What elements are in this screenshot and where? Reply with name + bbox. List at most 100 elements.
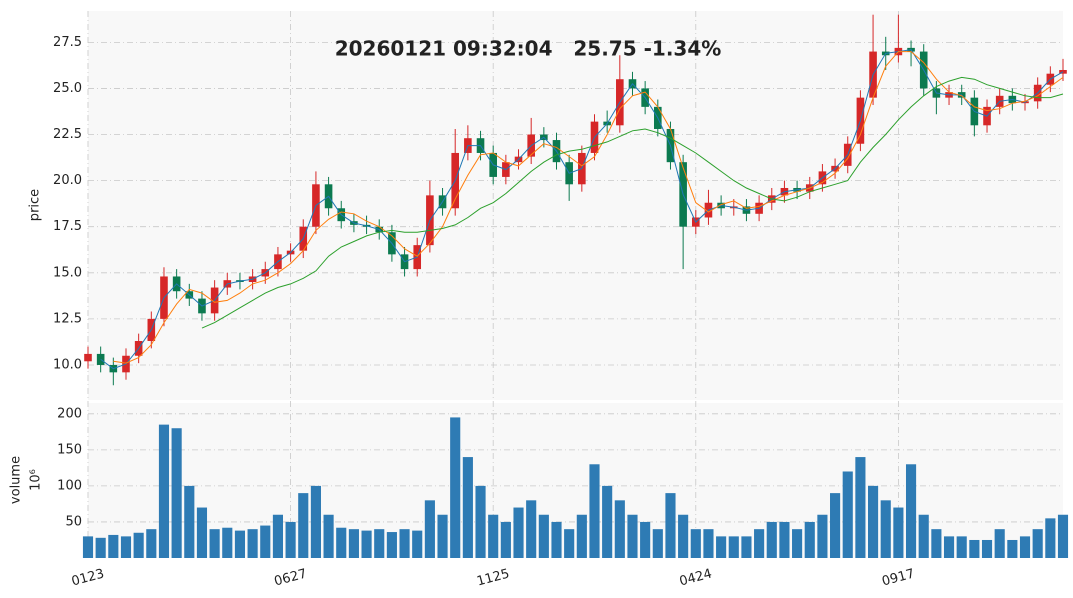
marks (82, 14, 1069, 558)
volume-bar (716, 536, 727, 558)
volume-bar (323, 514, 334, 558)
volume-bar (627, 514, 638, 558)
volume-bar (943, 536, 955, 558)
volume-bar (842, 471, 853, 558)
price-panel (88, 11, 1063, 400)
volume-bar (399, 529, 410, 558)
volume-bar (108, 534, 119, 558)
y-tick-label: 25.0 (53, 81, 82, 96)
volume-bar (196, 507, 208, 558)
y-axis-label: price (28, 189, 43, 221)
volume-bar (222, 527, 233, 558)
volume-bar (1057, 514, 1069, 558)
volume-bar (905, 464, 917, 558)
ma-line (201, 76, 1064, 329)
volume-bar (804, 521, 815, 558)
volume-bar (184, 485, 195, 558)
volume-bar (994, 529, 1005, 558)
volume-bar (880, 500, 891, 558)
volume-bar (348, 529, 359, 558)
volume-tick-label: 50 (65, 514, 82, 529)
volume-tick-label: 200 (57, 406, 82, 421)
volume-bar (690, 529, 701, 558)
volume-axis-label: volume (9, 456, 24, 504)
volume-bar (298, 493, 309, 558)
volume-bar (931, 529, 942, 558)
volume-bar (82, 536, 94, 558)
grid (87, 11, 1063, 558)
volume-bar (120, 536, 132, 558)
y-tick-label: 22.5 (53, 127, 82, 142)
y-tick-label: 17.5 (53, 219, 82, 234)
volume-bar (462, 457, 473, 558)
volume-panel (88, 403, 1063, 558)
volume-bar (551, 521, 562, 558)
volume-bar (374, 529, 385, 558)
x-tick-label: 0424 (678, 566, 714, 589)
volume-bar (1032, 529, 1043, 558)
y-tick-label: 27.5 (53, 35, 82, 50)
candle-body (84, 353, 92, 362)
volume-bar (817, 514, 828, 558)
volume-bar (171, 428, 182, 558)
y-tick-label: 15.0 (53, 265, 82, 280)
volume-bar (272, 514, 283, 558)
volume-bar (475, 485, 486, 558)
volume-bar (424, 500, 435, 558)
volume-bar (336, 527, 347, 558)
x-tick-label: 1125 (475, 566, 511, 589)
volume-bar (1019, 536, 1031, 558)
volume-bar (386, 532, 397, 558)
volume-bar (868, 485, 879, 558)
volume-bar (285, 521, 296, 558)
volume-bar (95, 537, 106, 558)
volume-bar (703, 529, 714, 558)
volume-bar (766, 521, 777, 558)
volume-bar (614, 500, 625, 558)
y-tick-label: 12.5 (53, 311, 82, 326)
volume-bar (665, 493, 676, 558)
volume-bar (260, 525, 271, 558)
volume-bar (981, 539, 993, 558)
ma-line (113, 51, 1064, 364)
volume-bar (146, 529, 157, 558)
volume-bar (779, 521, 790, 558)
volume-bar (310, 485, 321, 558)
volume-bar (956, 536, 967, 558)
volume-bar (855, 457, 866, 558)
volume-bar (450, 417, 461, 558)
volume-bar (652, 529, 663, 558)
volume-bar (209, 529, 220, 558)
volume-bar (538, 514, 549, 558)
x-tick-label: 0627 (273, 566, 309, 589)
volume-bar (234, 530, 246, 558)
volume-bar (361, 530, 372, 558)
volume-bar (969, 539, 980, 558)
volume-bar (133, 532, 144, 558)
volume-bar (500, 521, 511, 558)
volume-tick-label: 100 (57, 478, 82, 493)
volume-bar (412, 530, 423, 558)
volume-bar (741, 536, 752, 558)
y-tick-label: 20.0 (53, 173, 82, 188)
volume-exponent: 10⁶ (29, 469, 44, 491)
volume-bar (488, 514, 499, 558)
volume-bar (437, 514, 448, 558)
x-tick-label: 0917 (880, 566, 916, 589)
volume-bar (1007, 539, 1018, 558)
volume-bar (564, 529, 575, 558)
candle-body (96, 353, 105, 365)
volume-bar (1045, 518, 1056, 558)
volume-bar (640, 521, 651, 558)
chart-title: 20260121 09:32:04 25.75 -1.34% (335, 37, 722, 61)
volume-bar (918, 514, 929, 558)
volume-bar (893, 507, 904, 558)
ma-line (100, 49, 1064, 370)
volume-bar (589, 464, 600, 558)
volume-bar (678, 514, 689, 558)
volume-bar (247, 529, 258, 558)
volume-bar (526, 500, 537, 558)
volume-bar (158, 424, 170, 558)
